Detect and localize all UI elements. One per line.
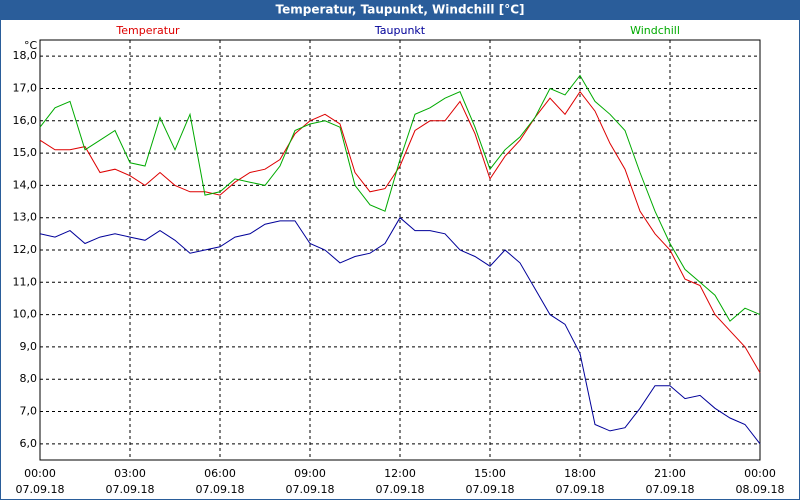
x-tick-label: 21:00 [654, 467, 686, 480]
y-tick-label: 6,0 [20, 437, 38, 450]
y-tick-label: 9,0 [20, 340, 38, 353]
y-tick-label: 10,0 [13, 308, 38, 321]
chart-title: Temperatur, Taupunkt, Windchill [°C] [276, 3, 525, 17]
y-tick-label: 8,0 [20, 372, 38, 385]
y-tick-label: 15,0 [13, 146, 38, 159]
series-line [39, 90, 761, 374]
series-line [39, 74, 761, 322]
x-tick-label: 18:00 [564, 467, 596, 480]
x-tick-date: 07.09.18 [646, 483, 695, 496]
y-axis-label: °C [24, 39, 38, 52]
x-tick-date: 07.09.18 [196, 483, 245, 496]
x-tick-label: 15:00 [474, 467, 506, 480]
y-tick-label: 12,0 [13, 243, 38, 256]
x-tick-date: 07.09.18 [286, 483, 335, 496]
x-tick-date: 07.09.18 [106, 483, 155, 496]
x-tick-label: 03:00 [114, 467, 146, 480]
x-tick-label: 06:00 [204, 467, 236, 480]
y-tick-label: 18,0 [13, 49, 38, 62]
x-tick-label: 09:00 [294, 467, 326, 480]
x-tick-label: 12:00 [384, 467, 416, 480]
y-tick-label: 7,0 [20, 405, 38, 418]
x-tick-date: 07.09.18 [556, 483, 605, 496]
x-tick-label: 00:00 [744, 467, 776, 480]
x-tick-date: 07.09.18 [376, 483, 425, 496]
legend-label: Taupunkt [374, 24, 426, 37]
y-tick-label: 17,0 [13, 81, 38, 94]
y-tick-label: 16,0 [13, 114, 38, 127]
y-tick-label: 14,0 [13, 178, 38, 191]
legend-label: Windchill [630, 24, 680, 37]
x-tick-date: 07.09.18 [466, 483, 515, 496]
x-tick-date: 08.09.18 [736, 483, 785, 496]
y-tick-label: 13,0 [13, 211, 38, 224]
x-tick-date: 07.09.18 [16, 483, 65, 496]
title-bar [0, 0, 800, 20]
y-tick-label: 11,0 [13, 275, 38, 288]
legend-label: Temperatur [115, 24, 180, 37]
series-line [39, 216, 761, 445]
x-tick-label: 00:00 [24, 467, 56, 480]
